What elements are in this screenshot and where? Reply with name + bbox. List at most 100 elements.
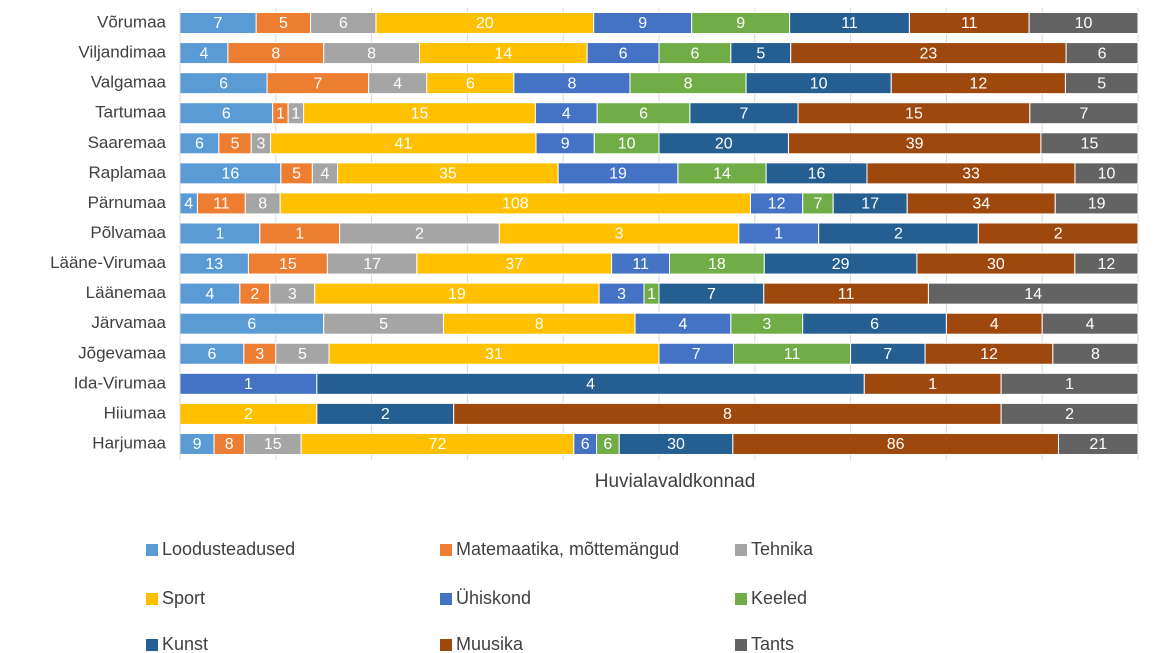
bar-segment — [927, 282, 1139, 305]
data-label: 39 — [906, 135, 924, 152]
y-tick-label: Hiiumaa — [104, 403, 167, 422]
y-tick-label: Harjumaa — [92, 433, 166, 452]
data-label: 10 — [1098, 166, 1116, 183]
legend-swatch — [735, 544, 747, 556]
bar-segment — [1074, 252, 1139, 275]
data-label: 4 — [321, 166, 330, 183]
data-label: 6 — [222, 105, 231, 122]
data-label: 15 — [411, 105, 429, 122]
data-label: 19 — [1088, 196, 1106, 213]
data-label: 7 — [1079, 105, 1088, 122]
data-label: 2 — [894, 226, 903, 243]
data-label: 31 — [485, 346, 503, 363]
data-label: 9 — [638, 15, 647, 32]
legend-swatch — [146, 544, 158, 556]
legend-label: Ühiskond — [456, 588, 531, 608]
data-label: 7 — [707, 286, 716, 303]
data-label: 3 — [256, 135, 265, 152]
data-label: 20 — [476, 15, 494, 32]
legend-label: Tehnika — [751, 539, 814, 559]
data-label: 14 — [494, 45, 512, 62]
data-label: 4 — [393, 75, 402, 92]
data-label: 23 — [920, 45, 938, 62]
data-label: 4 — [586, 376, 595, 393]
bar-segment — [1052, 342, 1139, 365]
data-label: 12 — [1098, 256, 1116, 273]
data-label: 3 — [255, 346, 264, 363]
data-label: 6 — [870, 316, 879, 333]
bar-segment — [1057, 432, 1139, 455]
data-label: 7 — [692, 346, 701, 363]
data-label: 4 — [205, 286, 214, 303]
data-label: 14 — [713, 166, 731, 183]
data-label: 11 — [213, 196, 230, 213]
data-label: 41 — [394, 135, 412, 152]
data-label: 6 — [339, 15, 348, 32]
data-label: 6 — [690, 45, 699, 62]
data-label: 35 — [439, 166, 457, 183]
bar-segment — [1074, 162, 1139, 185]
data-label: 3 — [615, 226, 624, 243]
y-tick-label: Lääne-Virumaa — [50, 253, 166, 272]
data-label: 8 — [1091, 346, 1100, 363]
data-label: 12 — [980, 346, 998, 363]
y-tick-label: Järvamaa — [91, 313, 166, 332]
data-label: 8 — [367, 45, 376, 62]
data-label: 15 — [279, 256, 297, 273]
data-label: 5 — [292, 166, 301, 183]
data-label: 11 — [838, 286, 855, 303]
y-tick-label: Tartumaa — [95, 103, 166, 122]
data-label: 12 — [969, 75, 987, 92]
data-label: 9 — [193, 436, 202, 453]
data-label: 19 — [609, 166, 627, 183]
data-label: 8 — [535, 316, 544, 333]
data-label: 21 — [1089, 436, 1107, 453]
y-tick-label: Põlvamaa — [90, 223, 166, 242]
data-label: 2 — [1065, 406, 1074, 423]
data-label: 33 — [962, 166, 980, 183]
data-label: 6 — [219, 75, 228, 92]
data-label: 72 — [429, 436, 447, 453]
data-label: 30 — [987, 256, 1005, 273]
legend-label: Sport — [162, 588, 205, 608]
data-label: 30 — [667, 436, 685, 453]
data-label: 20 — [715, 135, 733, 152]
data-label: 6 — [639, 105, 648, 122]
y-tick-label: Viljandimaa — [78, 43, 166, 62]
data-label: 11 — [841, 15, 858, 32]
bar-segment — [1000, 372, 1139, 395]
data-label: 6 — [466, 75, 475, 92]
data-label: 8 — [271, 45, 280, 62]
data-label: 13 — [205, 256, 223, 273]
data-label: 5 — [231, 135, 240, 152]
data-label: 6 — [195, 135, 204, 152]
legend-swatch — [440, 639, 452, 651]
data-label: 1 — [1065, 376, 1074, 393]
data-label: 18 — [708, 256, 726, 273]
legend-label: Tants — [751, 634, 794, 653]
data-label: 4 — [678, 316, 687, 333]
data-label: 8 — [684, 75, 693, 92]
data-label: 5 — [279, 15, 288, 32]
legend-label: Keeled — [751, 588, 807, 608]
data-label: 1 — [291, 105, 300, 122]
data-label: 12 — [768, 196, 786, 213]
data-label: 7 — [214, 15, 223, 32]
y-tick-label: Ida-Virumaa — [74, 373, 167, 392]
data-label: 2 — [1054, 226, 1063, 243]
y-tick-label: Läänemaa — [86, 283, 167, 302]
legend-label: Kunst — [162, 634, 208, 653]
data-label: 4 — [199, 45, 208, 62]
y-tick-label: Raplamaa — [89, 163, 167, 182]
data-label: 1 — [276, 105, 285, 122]
data-label: 4 — [990, 316, 999, 333]
data-label: 11 — [784, 346, 801, 363]
data-label: 1 — [244, 376, 253, 393]
data-label: 11 — [961, 15, 978, 32]
legend-swatch — [735, 639, 747, 651]
y-tick-label: Saaremaa — [88, 133, 167, 152]
data-label: 3 — [288, 286, 297, 303]
data-label: 8 — [567, 75, 576, 92]
data-label: 1 — [295, 226, 304, 243]
data-label: 3 — [762, 316, 771, 333]
